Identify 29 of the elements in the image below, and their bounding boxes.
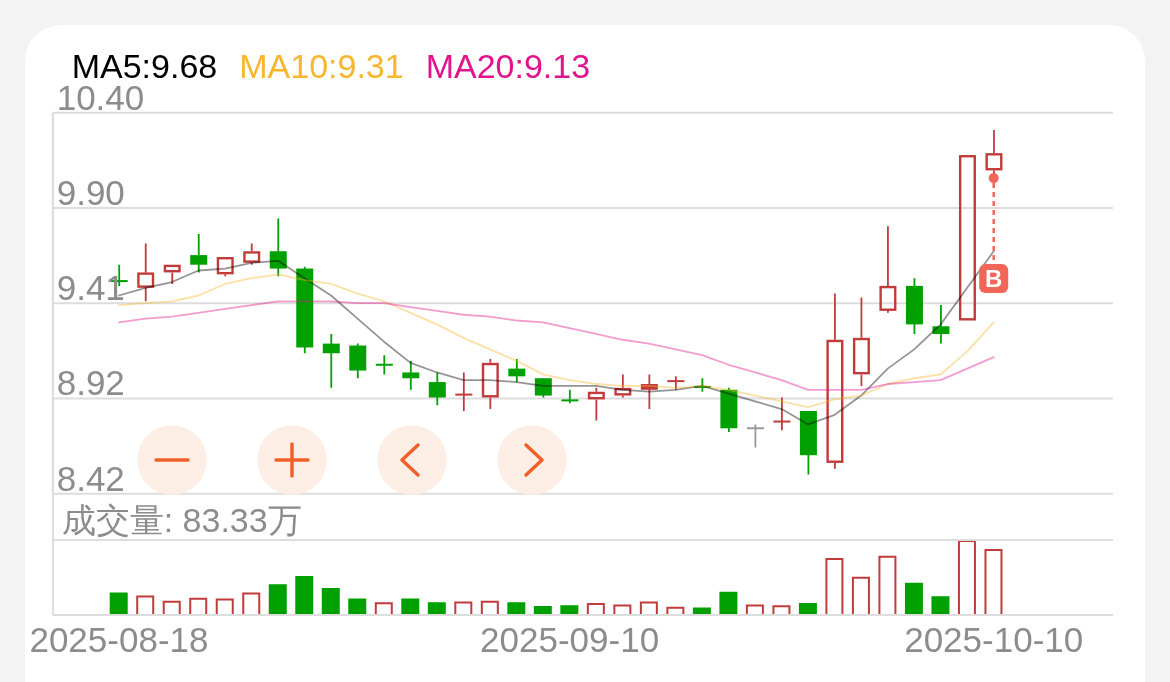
chart-title: 成交量: 83.33万 (61, 501, 302, 539)
bar (401, 598, 420, 615)
x-tick-label: 2025-08-18 (29, 620, 209, 659)
x-tick-label: 2025-09-10 (480, 620, 660, 659)
bar (348, 598, 367, 615)
y-tick-label: 8.42 (56, 458, 125, 498)
bar (878, 555, 897, 615)
bar (295, 576, 314, 615)
bar (507, 602, 526, 615)
y-tick-label: 9.41 (56, 268, 125, 308)
bar (321, 588, 340, 615)
text: MA20:9.13 (425, 46, 591, 85)
x-tick-label: 2025-10-10 (904, 620, 1084, 659)
bar (904, 582, 923, 615)
bar (957, 540, 976, 615)
bar (931, 596, 950, 615)
bar (984, 549, 1003, 615)
bar (851, 576, 870, 615)
bar (268, 584, 287, 615)
bar (560, 605, 579, 615)
text: MA10:9.31 (239, 46, 404, 85)
bar (427, 602, 446, 615)
bar (719, 591, 738, 615)
y-tick-label: 8.92 (56, 363, 125, 403)
annotation: B (985, 265, 1003, 293)
bar (109, 592, 128, 615)
y-tick-label: 9.90 (56, 172, 125, 212)
bar (825, 558, 844, 615)
bar (798, 603, 817, 615)
